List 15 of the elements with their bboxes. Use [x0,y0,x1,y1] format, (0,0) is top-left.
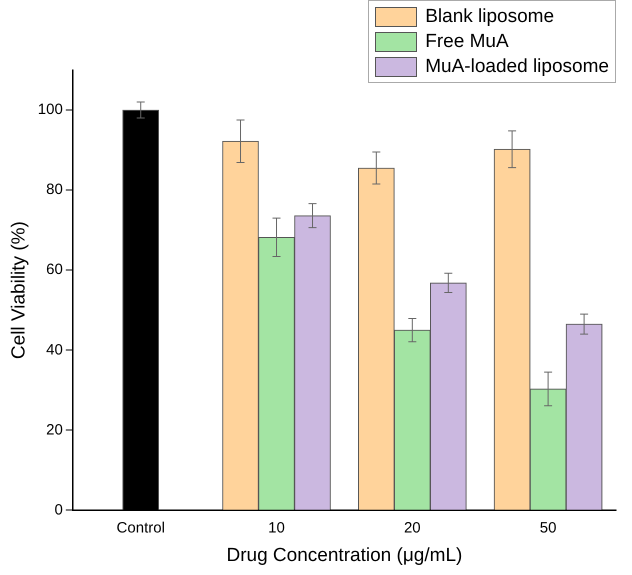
x-tick-label: 50 [540,519,556,536]
legend-label: Free MuA [425,30,509,52]
x-tick-label: 10 [268,519,285,536]
x-tick-label: Control [116,519,165,536]
legend-label: Blank liposome [425,6,554,28]
y-tick-label: 100 [38,101,63,118]
y-axis-title: Cell Viability (%) [8,221,30,360]
y-tick-label: 0 [54,501,63,518]
y-tick-label: 20 [46,421,63,438]
x-axis-title: Drug Concentration (μg/mL) [226,544,462,566]
y-tick-label: 60 [46,261,63,278]
y-tick-label: 40 [46,341,63,358]
legend-label: MuA-loaded liposome [425,56,609,78]
x-tick-label: 20 [404,519,421,536]
y-tick-label: 80 [46,181,63,198]
